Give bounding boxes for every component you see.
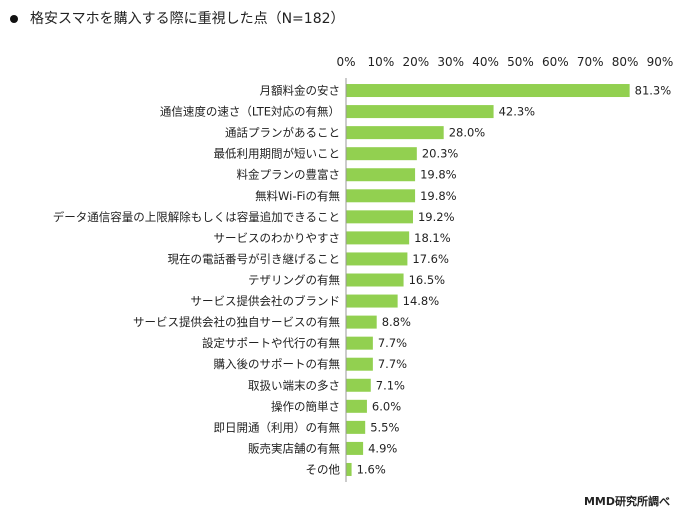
bar [346,189,416,203]
x-tick-label: 70% [577,55,604,69]
bar [346,357,373,371]
category-label: サービス提供会社の独自サービスの有無 [133,315,340,329]
x-tick-label: 50% [507,55,534,69]
bar [346,147,417,161]
x-tick-label: 80% [612,55,639,69]
category-label: データ通信容量の上限解除もしくは容量追加できること [53,210,340,224]
category-label: テザリングの有無 [248,273,340,287]
x-tick-label: 10% [368,55,395,69]
x-tick-label: 30% [437,55,464,69]
category-label: 無料Wi-Fiの有無 [255,189,340,203]
category-label: 即日開通（利用）の有無 [214,420,341,434]
bar [346,168,416,182]
chart-title-row: 格安スマホを購入する際に重視した点（N=182） [10,8,345,28]
bar [346,294,398,308]
x-tick-label: 20% [402,55,429,69]
data-label: 1.6% [357,462,386,476]
data-label: 14.8% [403,294,440,308]
bar [346,252,408,266]
category-label: 通話プランがあること [225,126,340,140]
category-label: 料金プランの豊富さ [237,168,341,182]
bar [346,399,367,413]
bar [346,441,364,455]
bar [346,210,413,224]
data-label: 8.8% [382,315,411,329]
bar [346,231,410,245]
source-label: MMD研究所調べ [583,495,670,508]
category-label: 操作の簡単さ [271,399,340,413]
data-label: 7.1% [376,378,405,392]
data-label: 18.1% [414,231,451,245]
data-label: 7.7% [378,336,407,350]
x-tick-label: 0% [336,55,355,69]
data-label: 6.0% [372,399,401,413]
bar [346,84,630,98]
data-label: 4.9% [368,441,397,455]
bar [346,336,373,350]
bar [346,420,366,434]
category-label: 設定サポートや代行の有無 [202,336,340,350]
data-label: 16.5% [409,273,446,287]
chart-title: 格安スマホを購入する際に重視した点（N=182） [30,11,345,27]
data-label: 28.0% [449,126,486,140]
category-label: 通信速度の速さ（LTE対応の有無） [160,105,340,119]
data-label: 7.7% [378,357,407,371]
category-label: 販売実店舗の有無 [248,441,340,455]
data-label: 42.3% [499,105,536,119]
data-label: 17.6% [412,252,449,266]
bar [346,273,404,287]
bar [346,315,377,329]
bullet-icon [10,15,18,23]
category-label: サービスのわかりやすさ [214,231,341,245]
data-label: 19.8% [420,189,457,203]
category-label: その他 [306,462,341,476]
data-label: 20.3% [422,147,459,161]
bar [346,105,494,119]
data-label: 19.8% [420,168,457,182]
category-label: 最低利用期間が短いこと [214,147,341,161]
bar [346,378,371,392]
category-label: 月額料金の安さ [260,84,341,98]
bar [346,126,444,140]
category-label: 取扱い端末の多さ [248,378,340,392]
data-label: 81.3% [635,84,672,98]
bar [346,462,352,476]
category-label: 現在の電話番号が引き継げること [168,252,341,266]
data-label: 19.2% [418,210,455,224]
category-label: 購入後のサポートの有無 [214,357,341,371]
data-label: 5.5% [370,420,399,434]
x-tick-label: 60% [542,55,569,69]
category-label: サービス提供会社のブランド [191,294,341,308]
x-tick-label: 90% [647,55,674,69]
x-tick-label: 40% [472,55,499,69]
